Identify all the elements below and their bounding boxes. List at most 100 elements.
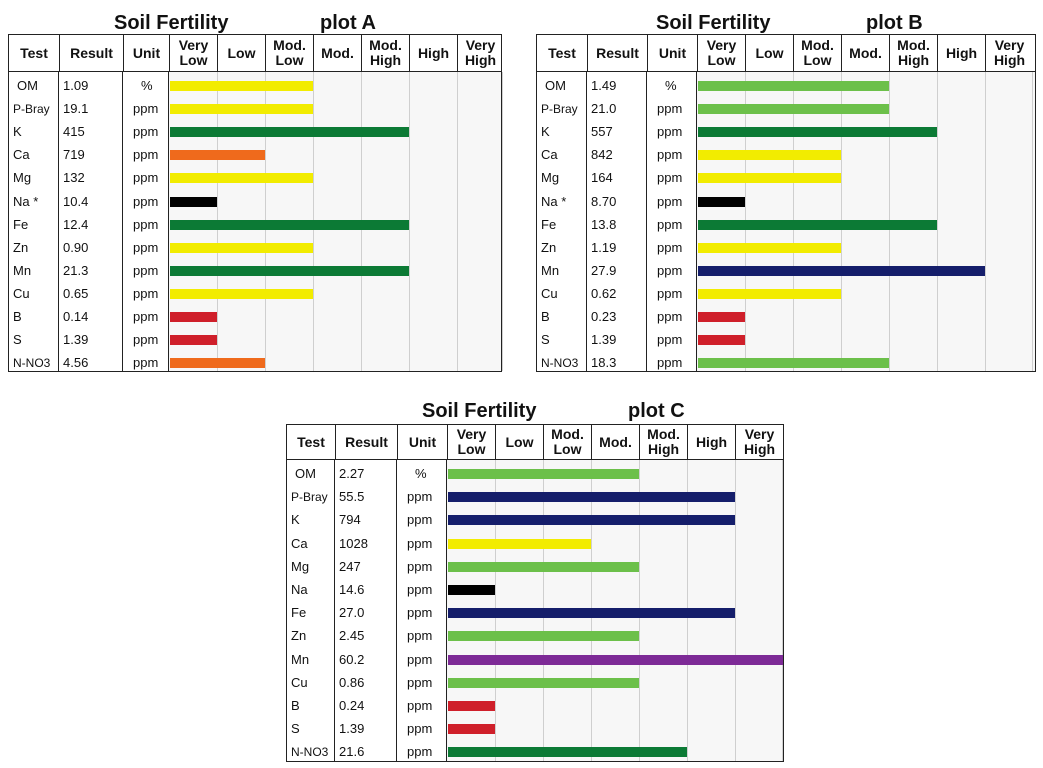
result-value: 21.3 [63, 262, 89, 278]
result-value: 21.0 [591, 101, 617, 117]
bar-mn [698, 265, 985, 276]
column-divider [122, 72, 123, 371]
result-value: 0.24 [339, 698, 365, 713]
unit-value: ppm [133, 193, 159, 209]
test-name: Cu [291, 674, 308, 690]
unit-value: ppm [133, 124, 159, 140]
test-name: Mn [541, 262, 560, 278]
test-name: Fe [541, 216, 557, 232]
unit-value: ppm [657, 239, 683, 255]
bar-fe [448, 608, 735, 619]
result-value: 4.56 [63, 355, 89, 371]
plot-label: plot B [866, 12, 923, 34]
test-name: N-NO3 [291, 745, 329, 760]
test-name: Mn [13, 262, 32, 278]
bar-n-no3 [448, 747, 687, 758]
unit-value: ppm [657, 170, 683, 186]
column-divider [334, 460, 335, 761]
bar-fe [698, 219, 937, 230]
test-name: B [541, 309, 550, 324]
gridline [735, 460, 736, 761]
unit-value: ppm [407, 651, 433, 667]
unit-value: ppm [407, 744, 433, 760]
bar-ca [170, 150, 265, 161]
bar-ca [448, 538, 591, 549]
test-name: Na * [13, 193, 39, 209]
column-divider [646, 72, 647, 371]
bar-b [170, 312, 217, 322]
table-body: OM 2.27% P-Bray 55.5 ppm K 794 ppm Ca 1028 ppm Mg 24… [286, 460, 784, 762]
header-level-very-high: Very High [985, 35, 1033, 71]
result-value: 842 [591, 147, 613, 163]
test-name: Ca [291, 535, 308, 551]
bar-s [698, 335, 745, 346]
table-body: OM 1.09% P-Bray 19.1 ppm K 415 ppm Ca 719 ppm Mg 132… [8, 72, 503, 372]
header-level-mod: Mod. [591, 425, 639, 459]
test-name: Zn [291, 628, 307, 644]
gridline [782, 460, 783, 761]
unit-value: ppm [133, 262, 159, 278]
result-value: 18.3 [591, 355, 617, 371]
bar-zn [698, 242, 841, 253]
gridline [985, 72, 986, 371]
result-value: 1.39 [63, 332, 89, 348]
bar-k [448, 515, 735, 526]
bar-zn [170, 242, 313, 253]
result-value: 0.65 [63, 285, 89, 301]
bar-cu [448, 677, 639, 688]
bar-na [698, 196, 745, 207]
unit-value: ppm [407, 698, 433, 713]
unit-value: ppm [657, 332, 683, 348]
header-test: Test [548, 44, 576, 61]
bar-n-no3 [170, 358, 265, 369]
header-unit: Unit [397, 425, 447, 459]
unit-value: ppm [657, 285, 683, 301]
unit-value: ppm [407, 721, 433, 737]
result-value: 1.09 [63, 78, 89, 93]
result-value: 8.70 [591, 193, 617, 209]
header-level-mod: Mod. [841, 35, 889, 71]
bar-cu [170, 288, 313, 299]
column-divider [446, 460, 447, 761]
unit-value: ppm [407, 605, 433, 621]
bar-mg [698, 173, 841, 184]
test-name: Mg [291, 558, 310, 574]
test-name: Zn [13, 239, 29, 255]
column-divider [58, 72, 59, 371]
unit-value: ppm [407, 558, 433, 574]
bar-mn [448, 654, 783, 665]
header-test: Test [297, 433, 325, 450]
test-name: Na [291, 582, 308, 597]
soil-fertility-panel-plot-c: Soil Fertility plot C Test Result Unit Very L… [286, 398, 784, 762]
result-value: 719 [63, 147, 85, 163]
unit-value: ppm [657, 101, 683, 117]
unit-value: ppm [407, 674, 433, 690]
result-value: 13.8 [591, 216, 617, 232]
test-name: Mn [291, 651, 310, 667]
unit-value: % [141, 78, 153, 93]
test-name: Cu [541, 285, 558, 301]
unit-value: ppm [407, 628, 433, 644]
header-result: Result [59, 35, 123, 71]
test-name: P-Bray [541, 102, 578, 117]
header-level-very-high: Very High [735, 425, 783, 459]
plot-label: plot A [320, 12, 376, 34]
test-name: Fe [291, 605, 307, 621]
unit-value: ppm [133, 285, 159, 301]
result-value: 1.39 [339, 721, 365, 737]
chart-title: Soil Fertility [422, 400, 537, 422]
test-name: N-NO3 [13, 356, 51, 371]
column-divider [396, 460, 397, 761]
unit-value: ppm [407, 512, 433, 528]
result-value: 247 [339, 558, 361, 574]
test-name: OM [17, 78, 38, 93]
bar-k [170, 127, 409, 138]
result-value: 14.6 [339, 582, 365, 597]
result-value: 10.4 [63, 193, 89, 209]
bar-s [170, 335, 217, 346]
result-value: 55.5 [339, 489, 365, 505]
soil-fertility-panel-plot-a: Soil Fertility plot A Test Result Unit Very L… [8, 10, 503, 372]
gridline [409, 72, 410, 371]
result-value: 557 [591, 124, 613, 140]
header-unit: Unit [123, 35, 169, 71]
